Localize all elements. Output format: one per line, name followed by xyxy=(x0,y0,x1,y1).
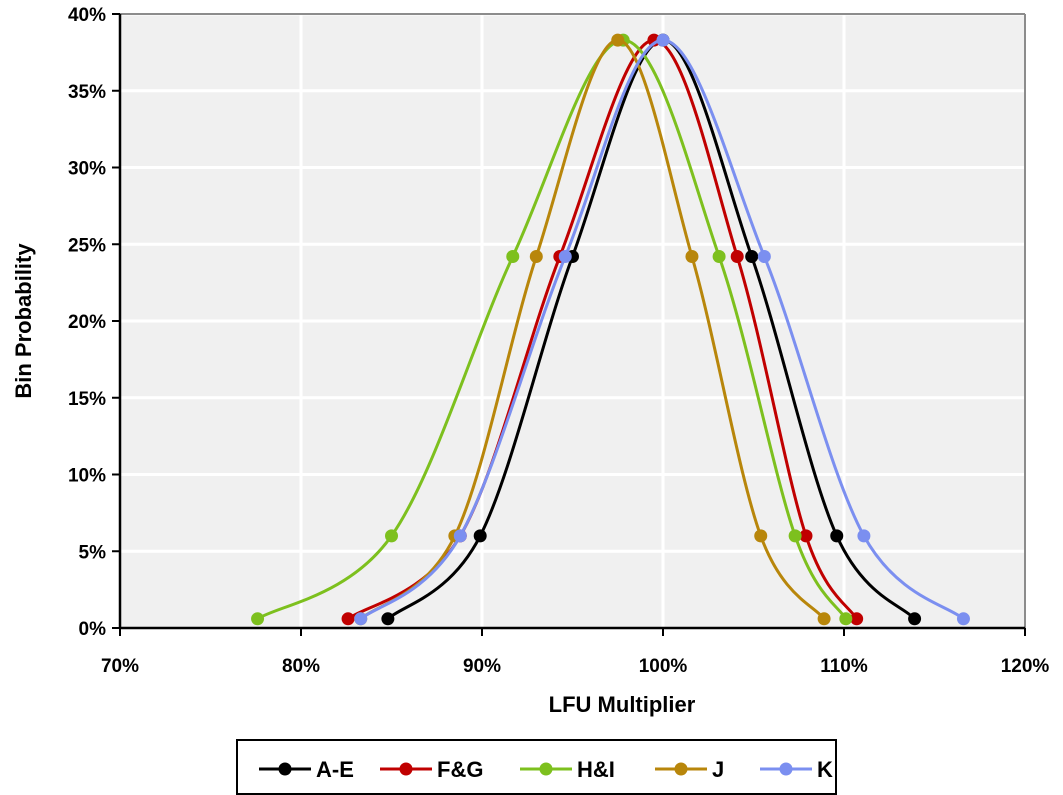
x-tick-label: 110% xyxy=(820,656,868,677)
y-tick-label: 20% xyxy=(68,312,106,333)
legend: A-E F&G H&I J K xyxy=(236,739,837,795)
data-point xyxy=(251,612,265,626)
data-point xyxy=(506,250,520,264)
legend-label: J xyxy=(712,757,724,782)
legend-marker xyxy=(278,762,292,776)
legend-marker xyxy=(539,762,553,776)
legend-marker xyxy=(399,762,413,776)
legend-item-J: J xyxy=(655,757,724,782)
y-tick-label: 30% xyxy=(68,159,106,180)
legend-item-F&G: F&G xyxy=(380,757,483,782)
y-tick-label: 25% xyxy=(68,235,106,256)
data-point xyxy=(656,33,670,47)
legend-label: H&I xyxy=(577,757,615,782)
data-point xyxy=(817,612,831,626)
legend-box xyxy=(236,739,837,795)
data-point xyxy=(381,612,395,626)
legend-label: A-E xyxy=(316,757,354,782)
x-tick-label: 120% xyxy=(1001,656,1050,677)
data-point xyxy=(529,250,543,264)
data-point xyxy=(685,250,699,264)
data-point xyxy=(453,529,467,543)
y-tick-label: 40% xyxy=(68,5,106,26)
data-point xyxy=(611,33,625,47)
legend-marker xyxy=(779,762,793,776)
data-point xyxy=(745,250,759,264)
data-point xyxy=(730,250,744,264)
y-tick-label: 15% xyxy=(68,389,106,410)
data-point xyxy=(908,612,922,626)
data-point xyxy=(712,250,726,264)
x-tick-label: 80% xyxy=(282,656,320,677)
legend-marker xyxy=(674,762,688,776)
data-point xyxy=(830,529,844,543)
y-tick-label: 0% xyxy=(79,619,107,640)
data-point xyxy=(354,612,368,626)
data-point xyxy=(799,529,813,543)
data-point xyxy=(558,250,572,264)
y-axis-title: Bin Probability xyxy=(11,243,36,399)
y-tick-label: 35% xyxy=(68,82,106,103)
data-point xyxy=(850,612,864,626)
axes: 0% 5% 10% 15% 20% 25% 30% 35% 40% 70% 80% 90% 100% 11… xyxy=(68,5,1049,677)
legend-label: F&G xyxy=(437,757,483,782)
data-point xyxy=(757,250,771,264)
data-point xyxy=(857,529,871,543)
legend-item-A-E: A-E xyxy=(259,757,354,782)
legend-item-H&I: H&I xyxy=(520,757,615,782)
y-tick-label: 10% xyxy=(68,466,106,487)
legend-item-K: K xyxy=(760,757,833,782)
data-point xyxy=(385,529,398,543)
x-axis-title: LFU Multiplier xyxy=(549,692,696,717)
series-K xyxy=(354,33,970,626)
data-point xyxy=(341,612,355,626)
x-tick-label: 70% xyxy=(101,656,139,677)
x-tick-label: 100% xyxy=(639,656,688,677)
data-point xyxy=(956,612,970,626)
data-point xyxy=(473,529,487,543)
data-point xyxy=(754,529,768,543)
legend-label: K xyxy=(817,757,833,782)
data-point xyxy=(647,33,661,47)
x-tick-label: 90% xyxy=(463,656,501,677)
series-layer xyxy=(251,33,970,626)
data-point xyxy=(788,529,802,543)
y-tick-label: 5% xyxy=(79,542,107,563)
data-point xyxy=(839,612,853,626)
